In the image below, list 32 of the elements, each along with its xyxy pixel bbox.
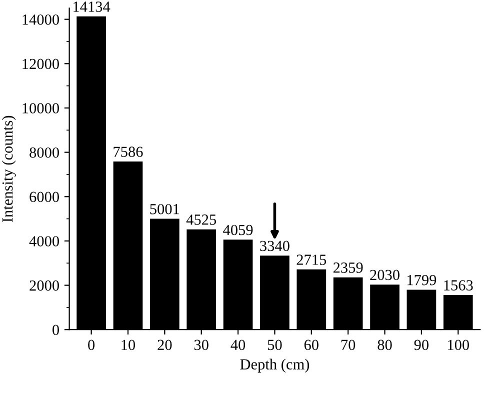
data-label: 3340 — [260, 240, 290, 252]
x-axis-title: Depth (cm) — [240, 358, 310, 373]
data-label: 2359 — [333, 262, 363, 273]
x-tick-label: 20 — [158, 340, 172, 350]
x-tick-label: 0 — [88, 340, 95, 350]
x-tick-label: 40 — [230, 340, 246, 350]
y-tick-label: 8000 — [30, 147, 59, 158]
data-label: 2715 — [296, 254, 326, 265]
x-tick-label: 80 — [378, 340, 392, 350]
y-axis-title: Intensity (counts) — [2, 116, 16, 222]
y-tick-label: 0 — [52, 324, 59, 336]
y-tick-label: 6000 — [30, 192, 59, 202]
data-label: 14134 — [74, 2, 110, 12]
data-label: 1563 — [444, 280, 473, 290]
x-tick-label: 50 — [268, 340, 282, 350]
y-tick-label: 12000 — [22, 58, 59, 70]
data-label: 7586 — [114, 146, 143, 157]
data-label: 1799 — [408, 274, 436, 286]
y-tick-label: 14000 — [22, 14, 59, 25]
y-tick-label: 4000 — [29, 236, 59, 246]
data-label: 2030 — [370, 270, 400, 280]
x-tick-label: 10 — [122, 340, 136, 350]
x-tick-label: 100 — [448, 340, 470, 350]
x-tick-label: 70 — [341, 340, 356, 350]
data-label: 4059 — [223, 224, 253, 236]
x-tick-label: 90 — [414, 340, 429, 350]
y-tick-label: 2000 — [30, 280, 59, 291]
data-label: 5001 — [150, 204, 180, 214]
x-tick-label: 30 — [194, 340, 208, 350]
y-tick-label: 10000 — [22, 103, 59, 114]
data-label: 4525 — [186, 214, 216, 225]
x-tick-label: 60 — [304, 340, 318, 350]
